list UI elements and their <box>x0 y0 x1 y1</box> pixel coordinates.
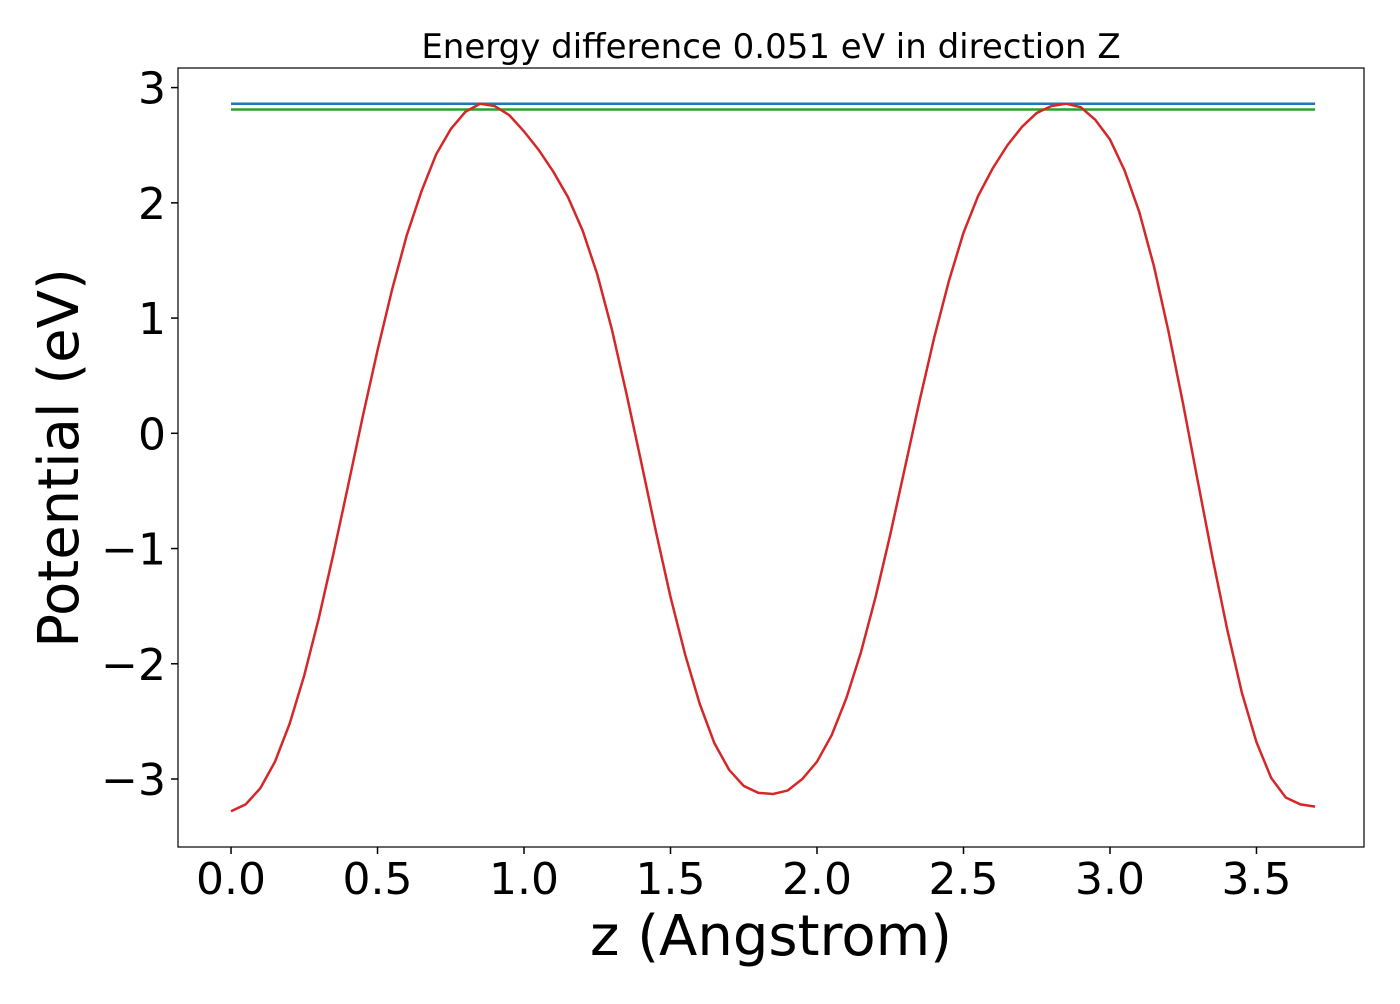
line-series <box>230 102 1316 813</box>
y-tick-label: 2 <box>138 179 166 230</box>
y-tick-label: −2 <box>101 640 166 691</box>
x-tick-label: 2.0 <box>782 854 852 905</box>
x-tick-label: 0.5 <box>343 854 413 905</box>
plot-frame <box>177 67 1365 848</box>
x-tick-label: 1.5 <box>636 854 706 905</box>
x-tick-label: 0.0 <box>196 854 266 905</box>
x-tick-label: 2.5 <box>928 854 998 905</box>
y-axis-label: Potential (eV) <box>27 268 92 648</box>
x-tick-label: 3.5 <box>1221 854 1291 905</box>
y-tick-label: −1 <box>101 525 166 576</box>
x-tick-label: 3.0 <box>1075 854 1145 905</box>
y-tick-label: 0 <box>138 409 166 460</box>
y-tick-label: −3 <box>101 755 166 806</box>
y-tick-label: 3 <box>138 64 166 115</box>
chart-title: Energy difference 0.051 eV in direction … <box>421 27 1120 67</box>
y-tick-label: 1 <box>138 294 166 345</box>
x-axis-label: z (Angstrom) <box>590 904 952 969</box>
x-tick-label: 1.0 <box>489 854 559 905</box>
